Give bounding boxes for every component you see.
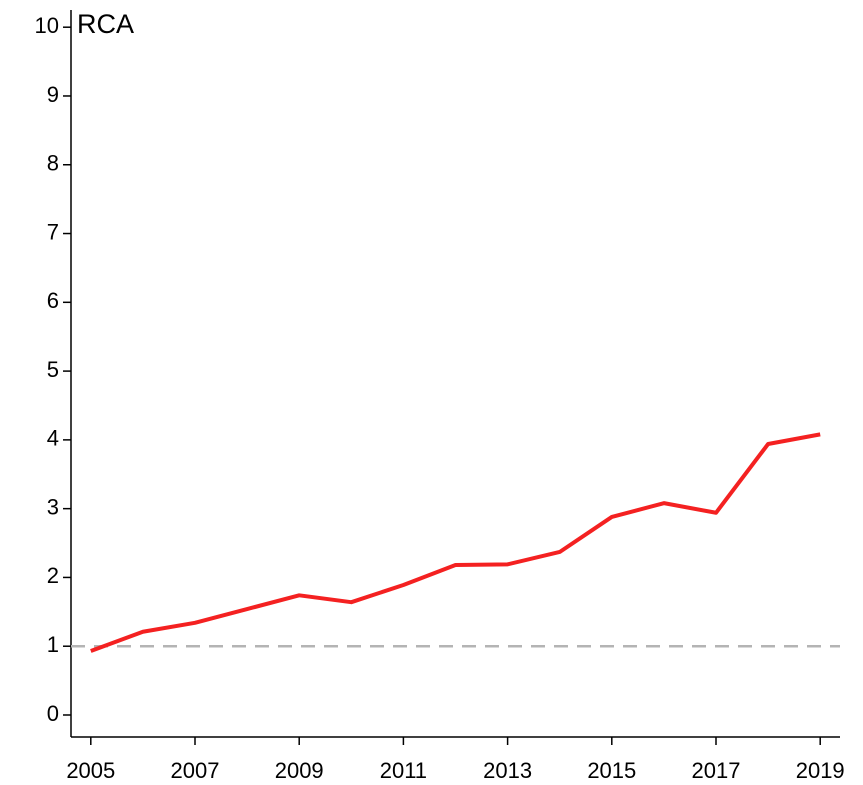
y-tick-label: 1: [47, 632, 59, 657]
x-tick-label: 2009: [275, 758, 324, 783]
y-tick-label: 2: [47, 563, 59, 588]
y-tick-label: 5: [47, 357, 59, 382]
x-tick-label: 2013: [483, 758, 532, 783]
x-tick-label: 2015: [587, 758, 636, 783]
y-tick-label: 7: [47, 219, 59, 244]
x-tick-label: 2007: [171, 758, 220, 783]
y-axis-label: RCA: [77, 9, 134, 39]
data-line: [90, 432, 821, 653]
x-tick-label: 2019: [796, 758, 845, 783]
y-tick-label: 6: [47, 288, 59, 313]
x-tick-label: 2005: [66, 758, 115, 783]
y-tick-label: 9: [47, 82, 59, 107]
x-tick-label: 2011: [380, 758, 427, 783]
y-tick-label: 4: [47, 426, 59, 451]
y-tick-label: 10: [35, 13, 59, 38]
y-tick-label: 3: [47, 494, 59, 519]
y-tick-label: 0: [47, 701, 59, 726]
x-tick-label: 2017: [692, 758, 741, 783]
y-tick-label: 8: [47, 151, 59, 176]
